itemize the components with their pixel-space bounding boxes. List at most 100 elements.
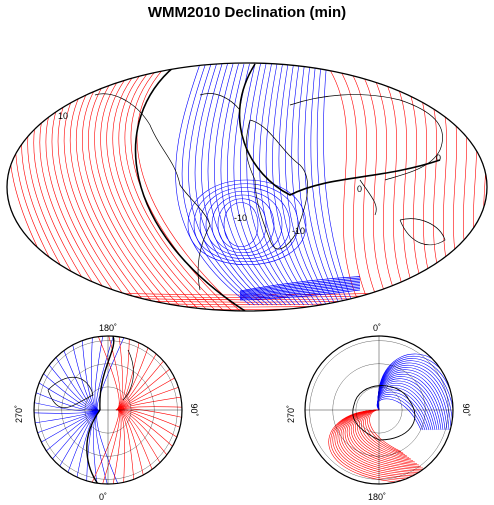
contour-blue-south — [239, 283, 361, 297]
north-grid — [34, 336, 182, 484]
contour-blue-south — [239, 277, 361, 293]
map-title: WMM2010 Declination (min) — [147, 4, 347, 21]
polar-red-line — [365, 409, 406, 455]
main-coastlines — [94, 93, 446, 291]
contour-red-west — [33, 63, 105, 311]
polar-red-line — [353, 409, 418, 464]
contour-blue-south — [239, 286, 361, 299]
contour-blue-loop — [205, 191, 283, 256]
contour-red-east — [369, 69, 401, 306]
north-label-right: 90˚ — [189, 403, 199, 416]
contour-red-east — [469, 69, 487, 306]
contour-blue-south — [239, 280, 361, 295]
polar-red-line — [350, 409, 420, 466]
contour-red-west — [94, 63, 185, 311]
polar-red-line — [115, 408, 182, 420]
polar-red-line — [357, 409, 414, 461]
contour-blue-loop — [199, 187, 291, 260]
contour-blue — [227, 63, 287, 306]
polar-zero-line — [86, 409, 101, 484]
polar-blue-line — [377, 355, 453, 431]
contour-blue-loop — [211, 194, 275, 254]
contour-blue — [233, 63, 291, 306]
contour-red-east — [339, 69, 371, 306]
north-label-left: 270˚ — [14, 405, 24, 423]
map-border — [6, 62, 488, 312]
contour-blue — [291, 63, 332, 306]
contour-blue — [220, 63, 282, 306]
polar-blue-line — [376, 398, 422, 431]
polar-blue-line — [377, 394, 426, 431]
contour-red-south — [19, 308, 481, 311]
coastline-3 — [289, 94, 443, 181]
south-label-left: 270˚ — [286, 405, 296, 423]
polar-red-line — [355, 409, 416, 463]
contour-red-west — [130, 63, 233, 311]
contour-blue — [272, 63, 318, 306]
contour-red-west — [27, 63, 97, 311]
coastline-5 — [359, 179, 377, 216]
south-label-bottom: 180˚ — [368, 492, 386, 502]
contour-label-2: 0 — [436, 153, 441, 163]
contour-blue — [297, 63, 336, 306]
contour-label-1: 10 — [58, 111, 68, 121]
polar-red-line — [115, 384, 182, 411]
polar-coast — [122, 349, 134, 401]
contour-red-west — [82, 63, 169, 311]
contour-red-west — [15, 63, 81, 311]
polar-red-line — [334, 409, 436, 478]
contour-label-5: 0 — [357, 184, 362, 194]
north-label-bottom: 0˚ — [99, 492, 107, 502]
contour-zero-east — [238, 63, 441, 196]
mollweide-world-map: 10 0 -10 -10 0 — [6, 62, 488, 317]
contour-red-east — [349, 69, 381, 306]
contour-zero-west — [134, 65, 246, 311]
contour-label-3: -10 — [234, 213, 247, 223]
contour-blue — [175, 63, 251, 306]
polar-red-line — [115, 409, 179, 452]
polar-red-line — [115, 373, 182, 411]
contour-red-west — [69, 63, 153, 311]
north-polar-map: 180˚ 0˚ 270˚ 90˚ — [14, 323, 199, 502]
polar-red-line — [336, 409, 434, 476]
polar-red-line — [115, 409, 146, 483]
contour-red-west — [118, 63, 217, 311]
coastline-4 — [399, 218, 446, 246]
polar-red-line — [346, 409, 424, 469]
north-label-top: 180˚ — [99, 323, 117, 333]
contour-red-east — [389, 69, 421, 306]
south-grid — [305, 336, 453, 484]
south-polar-map: 0˚ 180˚ 270˚ 90˚ — [286, 323, 471, 502]
contour-blue — [201, 63, 269, 306]
contour-blue — [207, 63, 273, 306]
contour-red-west — [9, 63, 73, 311]
polar-red-line — [348, 409, 422, 467]
contour-blue — [188, 63, 260, 306]
polar-red-line — [369, 409, 402, 452]
contour-blue — [239, 63, 296, 306]
contour-blue-south — [239, 279, 361, 294]
contour-blue — [310, 63, 345, 306]
contour-red-west — [88, 63, 177, 311]
polar-zero-line — [99, 336, 115, 411]
contour-blue-south — [239, 285, 361, 298]
polar-coast — [47, 376, 94, 409]
contour-blue — [246, 63, 300, 306]
contour-red-south — [20, 312, 480, 317]
south-label-top: 0˚ — [373, 323, 381, 333]
contour-red-east — [359, 69, 391, 306]
polar-blue-line — [37, 368, 101, 411]
main-contours — [9, 63, 487, 317]
south-contours — [328, 353, 453, 483]
coastline-0 — [94, 93, 211, 291]
contour-blue-loop — [193, 183, 299, 262]
contour-red-east — [379, 69, 411, 306]
contour-red-west — [106, 63, 201, 311]
contour-blue-south — [239, 289, 361, 301]
contour-blue — [259, 63, 309, 306]
contour-blue-south — [239, 288, 361, 300]
north-border — [33, 335, 183, 485]
contour-blue-loop — [223, 202, 259, 248]
polar-red-line — [344, 409, 426, 470]
